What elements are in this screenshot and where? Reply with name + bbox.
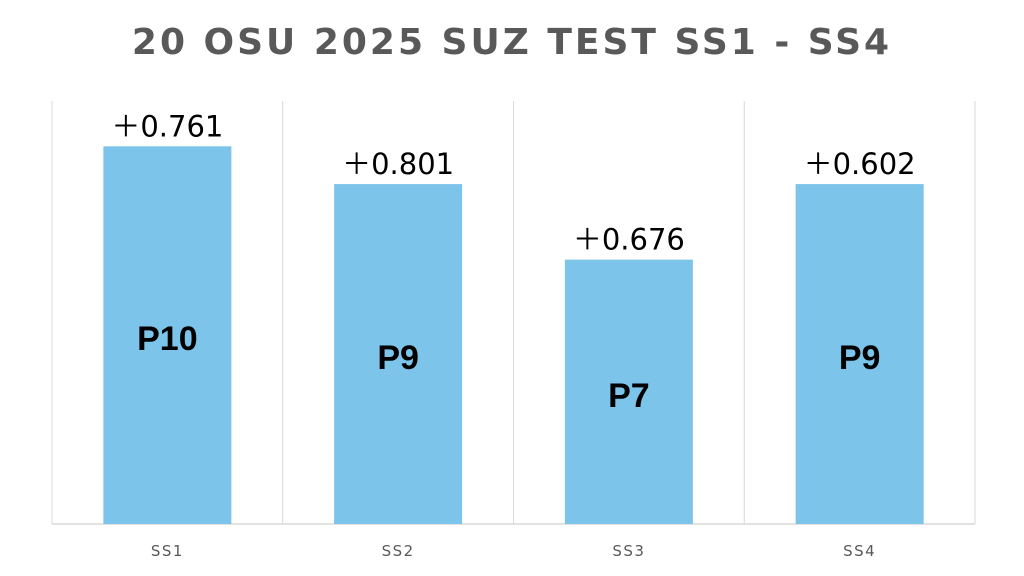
bar-ss2 xyxy=(334,184,463,524)
bar-label: P7 xyxy=(608,377,650,415)
x-tick-label: SS2 xyxy=(382,542,415,560)
data-label: ＋0.761 xyxy=(111,109,223,143)
bar-label: P10 xyxy=(137,320,198,358)
bar-ss4 xyxy=(795,184,924,524)
data-label: ＋0.801 xyxy=(342,147,454,181)
bar-label: P9 xyxy=(377,339,419,377)
bar-ss1 xyxy=(103,146,232,525)
data-label: ＋0.676 xyxy=(573,223,685,257)
chart-title: 20 OSU 2025 SUZ TEST SS1 - SS4 xyxy=(131,22,893,63)
bar-ss3 xyxy=(564,259,693,524)
bar-label: P9 xyxy=(839,339,881,377)
data-label: ＋0.602 xyxy=(804,147,916,181)
x-tick-label: SS1 xyxy=(151,542,184,560)
x-tick-label: SS3 xyxy=(612,542,645,560)
x-tick-label: SS4 xyxy=(843,542,876,560)
